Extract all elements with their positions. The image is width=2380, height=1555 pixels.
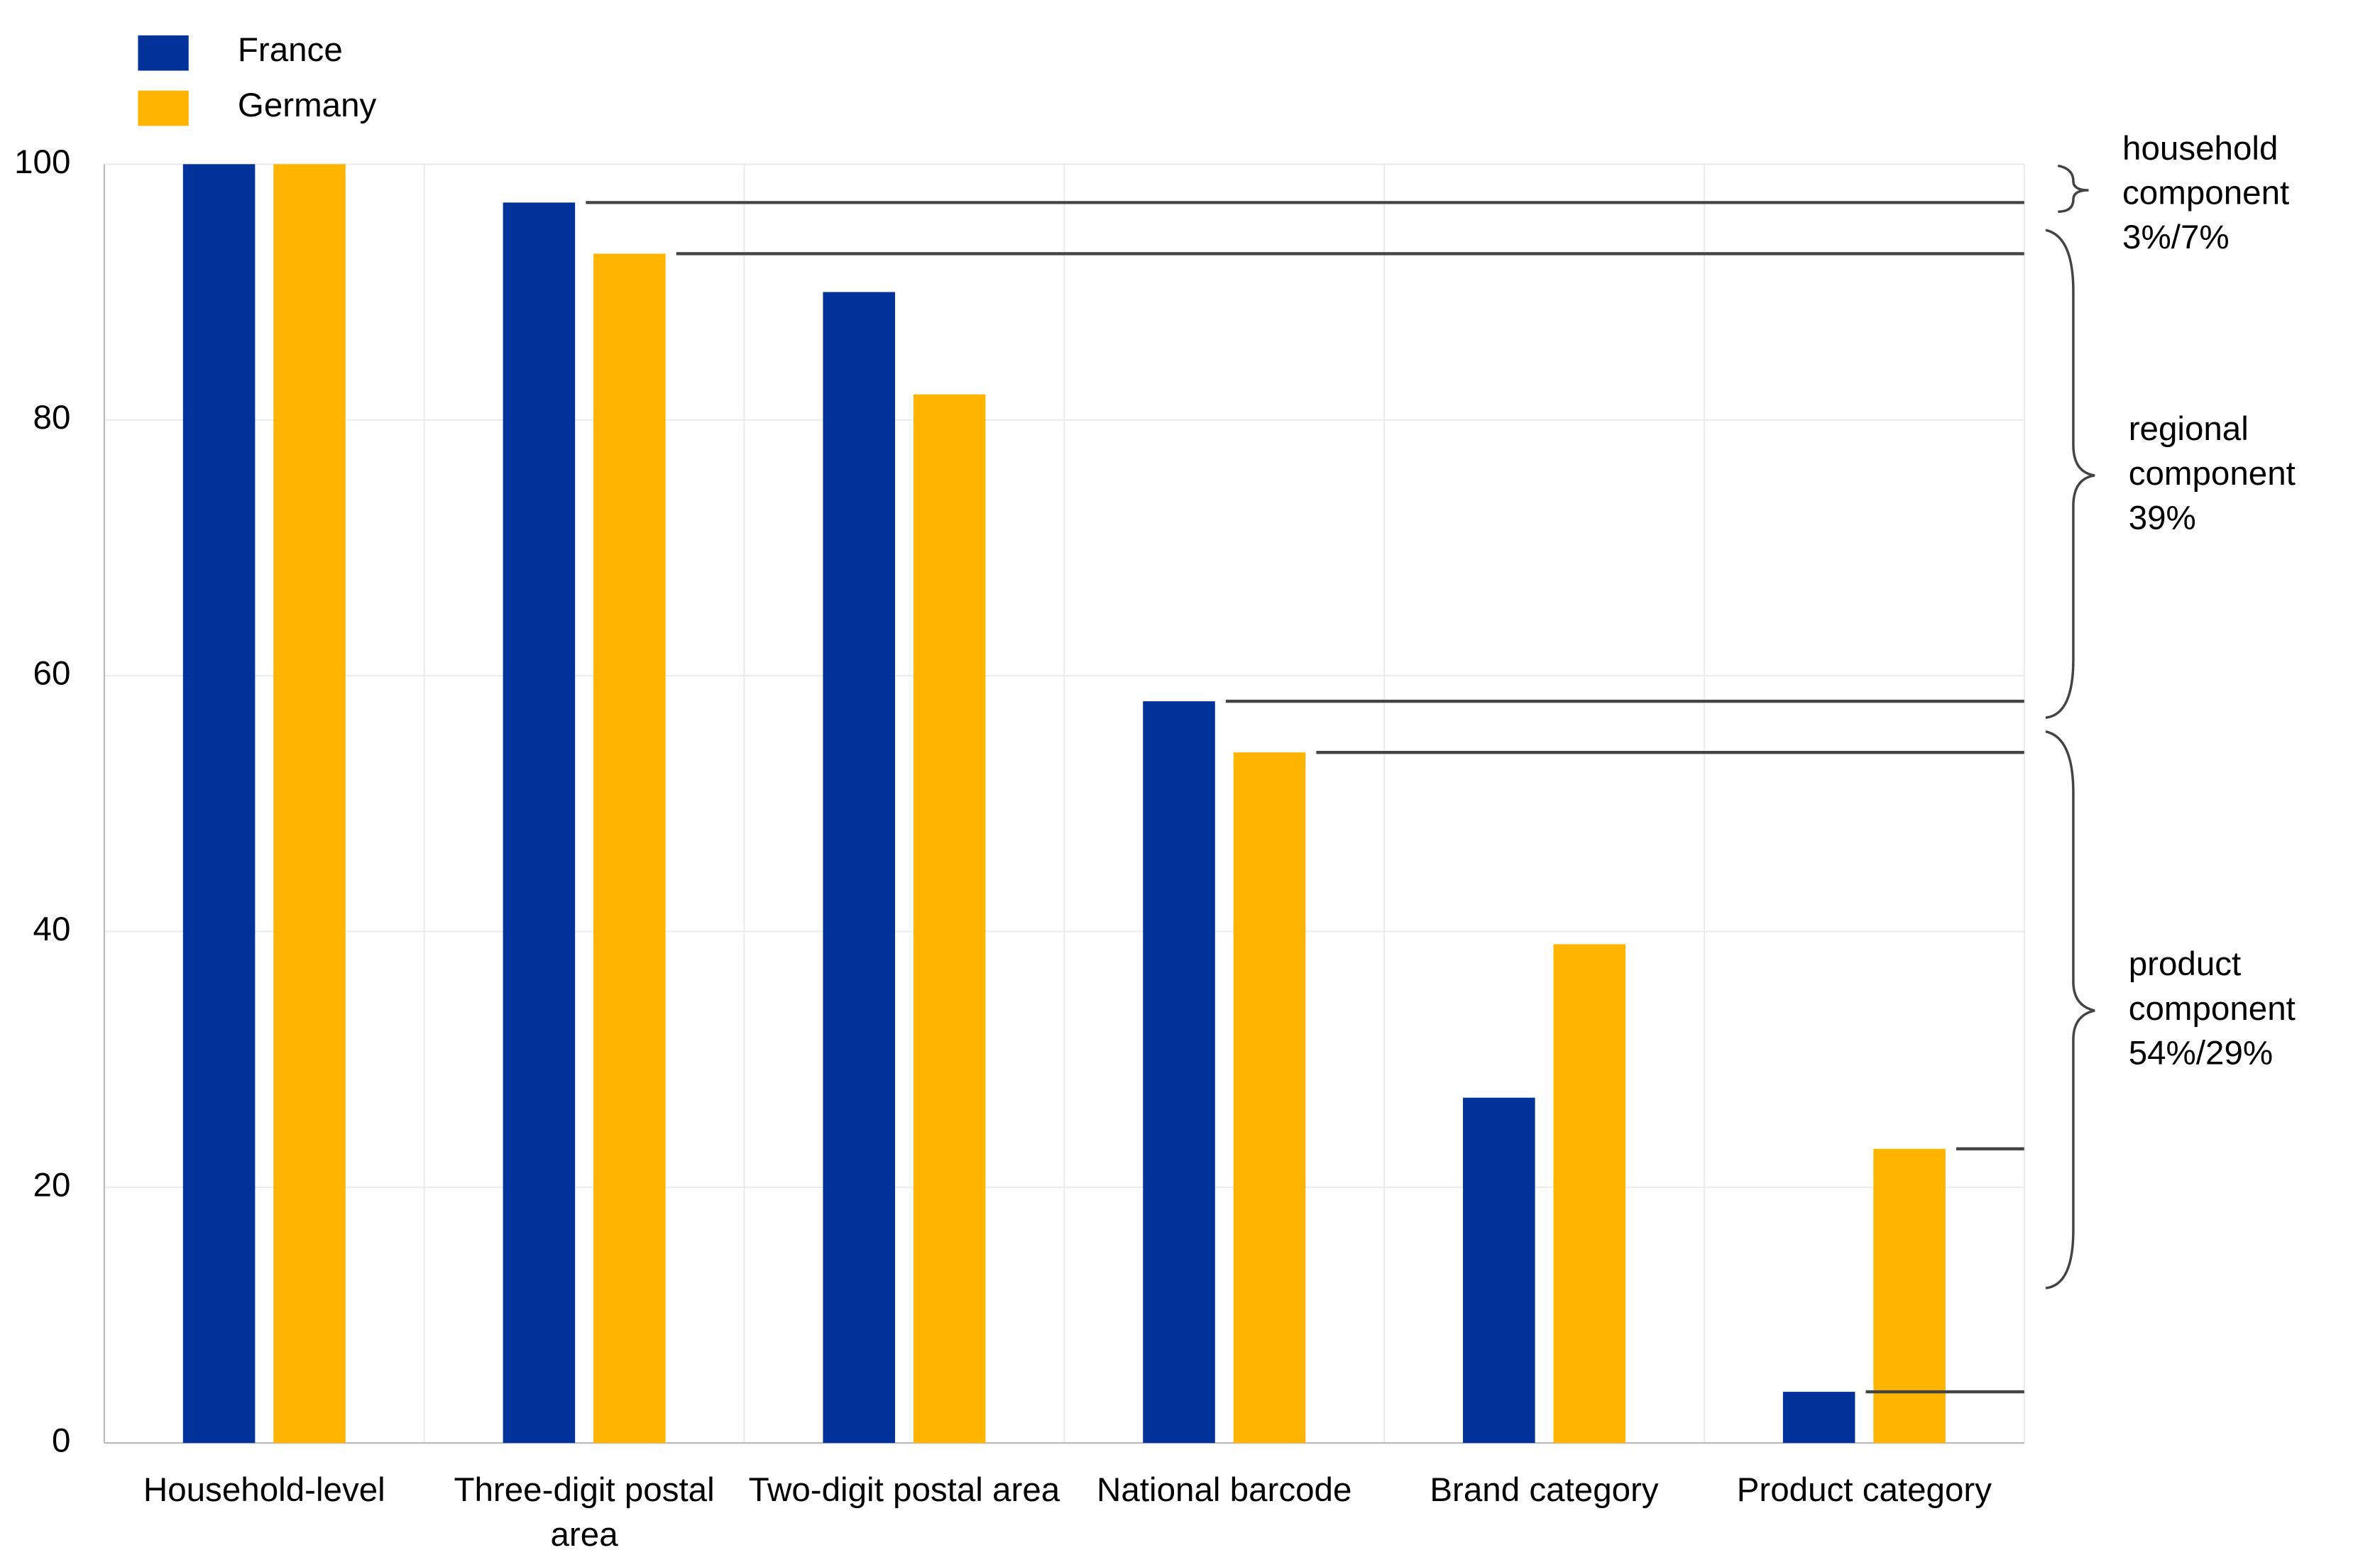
bar [503,202,576,1444]
y-tick-label: 60 [33,655,71,693]
bar [1553,944,1626,1444]
annotation-box: household component 3%/7% [2122,128,2290,256]
bar [1873,1148,1946,1444]
bar [913,394,986,1444]
legend-swatch [138,35,189,71]
bar [1782,1392,1855,1444]
y-tick-label: 80 [33,399,71,436]
bar [182,164,256,1444]
bracket [2045,229,2095,719]
x-tick-label: Three-digit postal area [454,1471,715,1554]
x-tick-label-box: Brand category [1430,1471,1659,1510]
y-tick-label: 40 [33,911,71,948]
bar [1233,752,1306,1444]
x-tick-label-box: Three-digit postal area [454,1471,715,1554]
legend-label: France [238,31,343,69]
bracket [2057,164,2089,214]
x-tick-label: Product category [1736,1471,1992,1510]
x-tick-label: Household-level [143,1471,385,1510]
bar [1463,1097,1535,1444]
annotation: product component 54%/29% [2128,944,2296,1072]
bar [1143,701,1215,1444]
brackets [2045,164,2095,1290]
y-tick-label: 0 [52,1422,70,1460]
annotation-box: product component 54%/29% [2128,944,2296,1072]
x-tick-label-box: Two-digit postal area [748,1471,1060,1510]
x-tick-label-box: Household-level [143,1471,385,1510]
y-tick-label: 100 [14,143,70,181]
x-tick-label: National barcode [1097,1471,1352,1510]
x-tick-label: Two-digit postal area [748,1471,1060,1510]
bar [593,253,666,1444]
bar [273,164,346,1444]
x-tick-label-box: Product category [1736,1471,1992,1510]
annotation: household component 3%/7% [2122,128,2290,256]
y-tick-label: 20 [33,1166,71,1204]
annotation: regional component 39% [2128,409,2296,537]
legend-label: Germany [238,87,377,124]
bracket [2045,730,2095,1290]
x-tick-label: Brand category [1430,1471,1659,1510]
legend-swatch [138,90,189,126]
x-tick-label-box: National barcode [1097,1471,1352,1510]
bar [823,292,895,1444]
annotation-box: regional component 39% [2128,409,2296,537]
